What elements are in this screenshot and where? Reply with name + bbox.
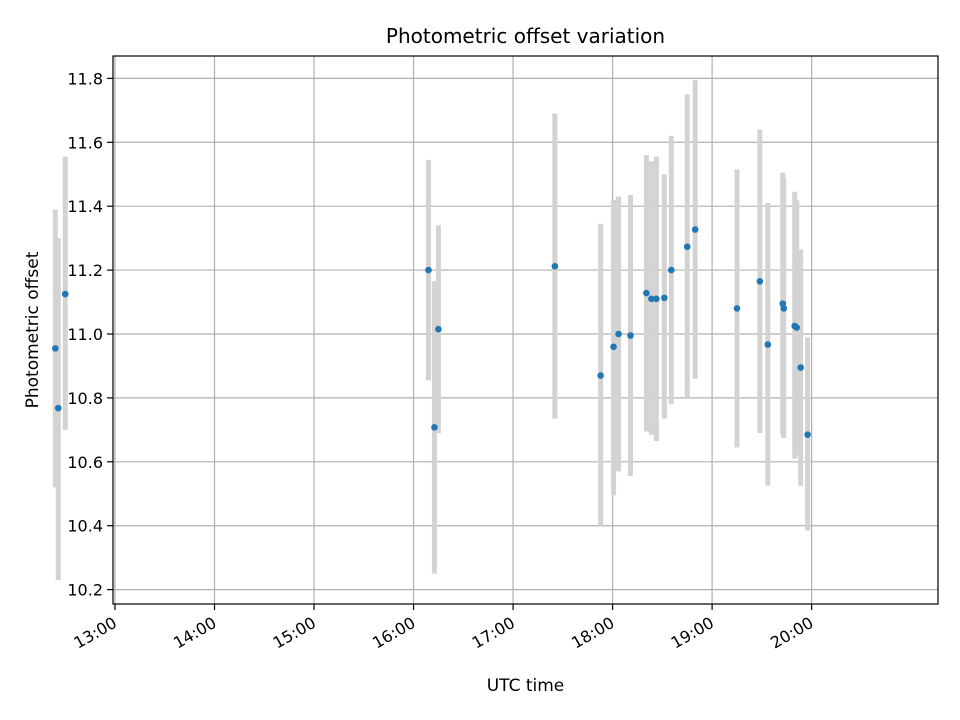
data-point (797, 364, 804, 371)
data-point (667, 266, 675, 274)
data-points (51, 226, 811, 438)
data-point (627, 332, 634, 339)
data-point (756, 277, 764, 285)
y-axis-ticks: 10.2 10.4 10.6 10.8 11.0 11.2 11.4 11.6 11.8 (67, 69, 113, 600)
y-tick-label: 11.4 (67, 197, 103, 216)
data-point (597, 372, 604, 379)
chart-title: Photometric offset variation (386, 24, 665, 48)
data-point (551, 262, 559, 270)
data-point (661, 294, 668, 302)
data-point (610, 343, 617, 351)
data-point (54, 404, 62, 412)
data-point (691, 226, 699, 233)
data-point (804, 431, 811, 438)
x-axis-label: UTC time (487, 676, 565, 696)
y-tick-label: 10.4 (67, 517, 103, 536)
data-point (51, 345, 59, 352)
y-tick-label: 10.6 (67, 453, 103, 472)
y-tick-label: 11.0 (67, 325, 103, 344)
y-tick-label: 11.8 (67, 69, 103, 88)
data-point (793, 324, 800, 331)
data-point (653, 295, 660, 303)
data-point (431, 423, 438, 431)
y-tick-label: 10.8 (67, 389, 103, 408)
data-point (733, 305, 741, 312)
plot-area-background (113, 56, 938, 604)
data-point (648, 295, 655, 303)
data-point (435, 325, 442, 333)
y-tick-label: 11.6 (67, 133, 103, 152)
data-point (780, 305, 788, 312)
data-point (61, 290, 69, 298)
plot-frame (112, 55, 939, 605)
data-point (643, 289, 650, 297)
y-tick-label: 11.2 (67, 261, 103, 280)
data-point (683, 243, 691, 251)
data-point (425, 266, 432, 274)
data-point (764, 341, 772, 348)
data-point (615, 330, 622, 338)
y-axis-label: Photometric offset (23, 251, 43, 408)
y-tick-label: 10.2 (67, 581, 103, 600)
